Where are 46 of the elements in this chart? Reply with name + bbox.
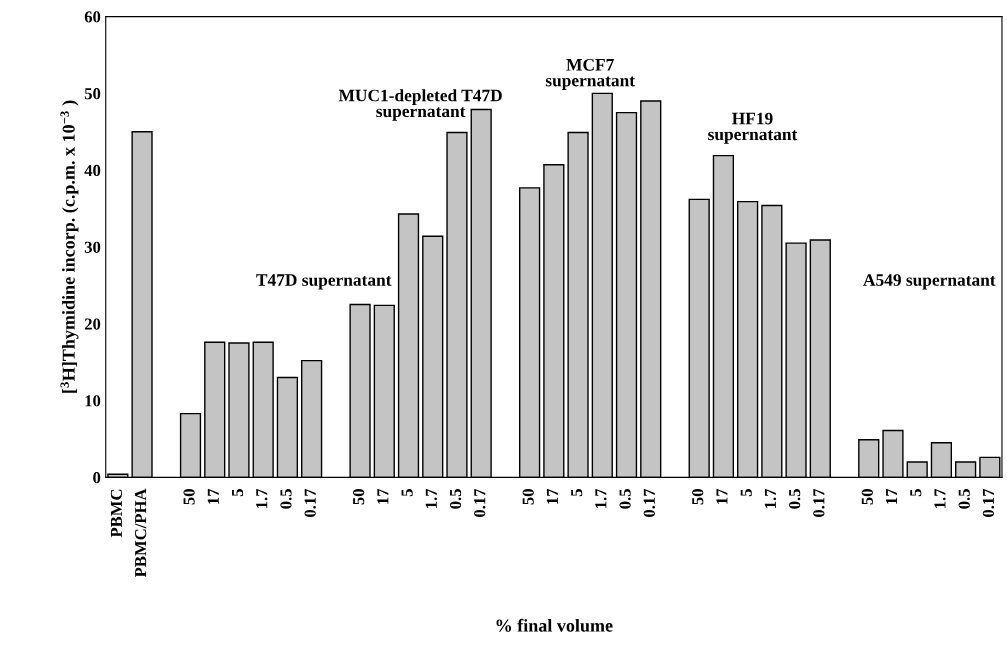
y-tick-label: 0 xyxy=(93,472,101,484)
x-axis-title: % final volume xyxy=(496,618,613,632)
x-tick-label: 0.17 xyxy=(813,488,825,517)
x-tick-label: 50 xyxy=(183,489,195,505)
x-tick-label: 0.17 xyxy=(982,488,995,517)
x-tick-label: 17 xyxy=(716,488,728,504)
x-tick-label: 1.7 xyxy=(764,488,777,508)
x-tick-label: PBMC xyxy=(110,489,123,538)
x-tick-label: 5 xyxy=(910,489,922,497)
x-tick-label: 0.5 xyxy=(789,489,801,509)
annotation: HF19 supernatant xyxy=(708,112,798,144)
x-tick-label: PBMC/PHA xyxy=(135,488,147,578)
x-tick-label: 50 xyxy=(692,489,704,505)
x-tick-label: 0.17 xyxy=(474,488,486,517)
y-tick-label: 10 xyxy=(85,395,101,407)
x-tick-label: 50 xyxy=(861,489,873,505)
x-tick-label: 17 xyxy=(377,488,389,504)
x-tick-label: 0.17 xyxy=(304,488,316,517)
x-tick-label: 50 xyxy=(353,489,365,505)
y-tick-label: 50 xyxy=(84,88,101,100)
annotation: MUC1-depleted T47D supernatant xyxy=(338,89,502,121)
x-tick-label: 1.7 xyxy=(425,488,437,508)
y-tick-label: 60 xyxy=(84,11,101,23)
y-tick-label: 20 xyxy=(84,318,101,330)
x-tick-label: 5 xyxy=(571,489,583,497)
y-tick-label: 40 xyxy=(84,164,101,177)
x-tick-label: 1.7 xyxy=(934,488,946,508)
x-tick-label: 17 xyxy=(207,488,219,504)
x-tick-label: 0.5 xyxy=(619,489,631,509)
x-tick-label: 17 xyxy=(885,488,897,504)
x-tick-label: 0.5 xyxy=(280,489,292,509)
y-axis-title: [$^{3}$H]Thymidine incorp. (c.p.m. x 10$^{−3}$ ) xyxy=(60,100,79,393)
y-tick-label: 30 xyxy=(84,241,101,253)
x-tick-label: 5 xyxy=(232,489,244,497)
annotation: A549 supernatant xyxy=(863,274,996,290)
annotation: MCF7 supernatant xyxy=(545,58,635,90)
x-tick-label: 0.5 xyxy=(449,489,462,509)
x-tick-label: 17 xyxy=(546,488,558,504)
x-tick-label: 50 xyxy=(522,489,534,505)
x-tick-label: 1.7 xyxy=(595,488,607,508)
x-tick-label: 5 xyxy=(401,489,413,497)
x-tick-label: 1.7 xyxy=(256,488,268,508)
x-tick-label: 0.5 xyxy=(958,489,970,509)
x-tick-label: 5 xyxy=(740,489,752,497)
x-tick-label: 0.17 xyxy=(643,488,655,517)
annotation: T47D supernatant xyxy=(256,274,392,290)
